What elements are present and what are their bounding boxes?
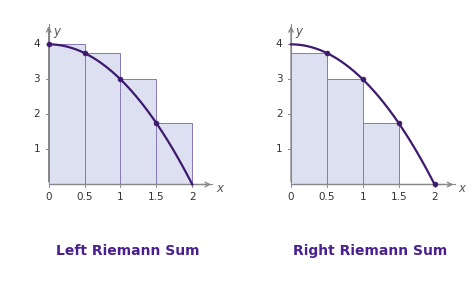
Text: 1: 1: [360, 192, 366, 202]
Text: 3: 3: [276, 74, 283, 84]
Text: y: y: [53, 25, 60, 38]
Bar: [84, 53, 120, 185]
Text: 0.5: 0.5: [76, 192, 93, 202]
Text: 1.5: 1.5: [391, 192, 407, 202]
Bar: [156, 123, 192, 185]
Text: Left Riemann Sum: Left Riemann Sum: [56, 244, 200, 258]
Text: y: y: [295, 25, 302, 38]
Bar: [327, 79, 363, 185]
Text: 3: 3: [34, 74, 40, 84]
Bar: [291, 53, 327, 185]
Text: 1: 1: [276, 144, 283, 155]
Bar: [49, 44, 84, 185]
Text: x: x: [458, 182, 465, 195]
Text: 1: 1: [117, 192, 124, 202]
Text: 1.5: 1.5: [148, 192, 164, 202]
Text: 0: 0: [288, 192, 294, 202]
Text: 0: 0: [46, 192, 52, 202]
Text: 4: 4: [34, 39, 40, 49]
Text: 2: 2: [34, 110, 40, 119]
Text: 2: 2: [189, 192, 196, 202]
Text: Right Riemann Sum: Right Riemann Sum: [293, 244, 447, 258]
Bar: [120, 79, 156, 185]
Text: 0.5: 0.5: [319, 192, 335, 202]
Bar: [363, 123, 399, 185]
Text: 4: 4: [276, 39, 283, 49]
Text: x: x: [216, 182, 223, 195]
Text: 2: 2: [276, 110, 283, 119]
Text: 1: 1: [34, 144, 40, 155]
Text: 2: 2: [431, 192, 438, 202]
